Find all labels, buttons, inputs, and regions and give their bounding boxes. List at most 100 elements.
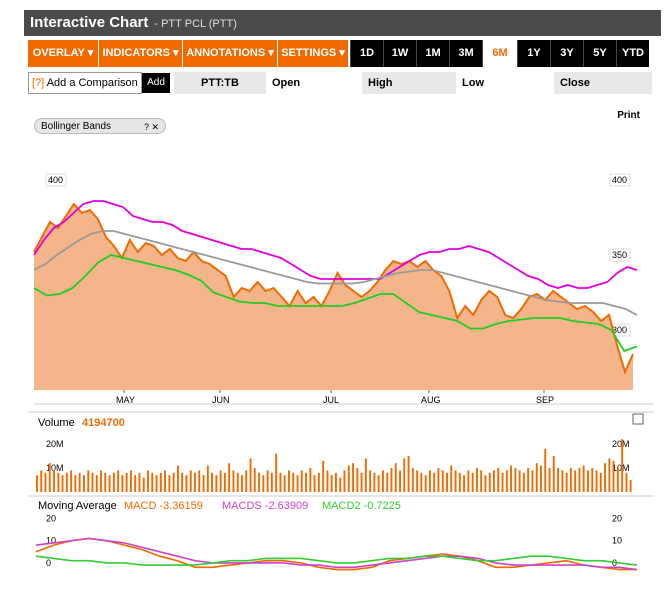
help-icon[interactable]: [?]	[32, 77, 45, 89]
range-1m-button[interactable]: 1M	[416, 40, 449, 67]
volume-bar	[48, 463, 51, 492]
page-subtitle: - PTT PCL (PTT)	[154, 18, 237, 30]
volume-bar	[625, 472, 628, 492]
volume-bar	[531, 470, 534, 492]
volume-bar	[403, 458, 406, 492]
volume-bar	[505, 470, 508, 492]
lower-band-line	[33, 254, 638, 353]
comparison-input[interactable]: [?] Add a Comparison	[28, 72, 142, 94]
volume-y-tick-left: 20M	[46, 439, 64, 449]
range-5y-button[interactable]: 5Y	[583, 40, 616, 67]
tag-controls-icon[interactable]: ? ✕	[143, 122, 159, 132]
volume-bar	[78, 472, 81, 492]
volume-bar	[258, 472, 260, 492]
macd-y-tick-right: 10	[612, 536, 622, 546]
volume-bar	[616, 468, 619, 492]
x-tick-label: JUN	[212, 395, 230, 405]
range-3m-button[interactable]: 3M	[449, 40, 482, 67]
volume-bar	[369, 470, 372, 492]
volume-bar	[548, 468, 551, 492]
volume-bar	[177, 465, 179, 492]
volume-bar	[591, 468, 594, 492]
volume-bar	[343, 470, 346, 492]
x-tick-label: MAY	[116, 395, 135, 405]
volume-bar	[467, 470, 470, 492]
volume-bar	[407, 456, 410, 492]
volume-bar	[356, 468, 359, 492]
volume-bar	[621, 439, 624, 492]
volume-bar	[527, 468, 530, 492]
volume-bar	[587, 470, 589, 492]
volume-bar	[608, 458, 611, 492]
volume-bar	[416, 470, 419, 492]
volume-bar	[215, 475, 218, 492]
volume-bar	[241, 475, 243, 492]
macd-legend-macds: MACDS -2.63909	[222, 500, 308, 512]
indicators-menu[interactable]: INDICATORS ▾	[99, 40, 183, 67]
print-link[interactable]: Print	[617, 110, 640, 121]
settings-menu[interactable]: SETTINGS ▾	[278, 40, 349, 67]
volume-bar	[40, 470, 43, 492]
volume-bar	[561, 470, 564, 492]
macd-title: Moving Average	[38, 500, 117, 512]
volume-bar	[595, 470, 598, 492]
volume-bar	[322, 460, 325, 492]
range-3y-button[interactable]: 3Y	[550, 40, 583, 67]
macd-legend-macd: MACD -3.36159	[124, 500, 203, 512]
low-label: Low	[462, 77, 484, 89]
quote-bar: [?] Add a Comparison Add PTT:TB Open Hig…	[28, 72, 661, 94]
volume-bar	[275, 453, 278, 492]
volume-bar	[219, 470, 222, 492]
range-ytd-button[interactable]: YTD	[616, 40, 649, 67]
macd-y-tick-left: 0	[46, 558, 51, 568]
volume-bar	[313, 475, 316, 492]
volume-bar	[540, 465, 542, 492]
range-1d-button[interactable]: 1D	[350, 40, 383, 67]
range-1w-button[interactable]: 1W	[383, 40, 416, 67]
y-tick-box-right	[609, 173, 631, 187]
overlay-menu[interactable]: OVERLAY ▾	[28, 40, 99, 67]
high-label: High	[362, 72, 456, 94]
range-6m-button[interactable]: 6M	[482, 40, 517, 67]
x-tick-label: JUL	[323, 395, 339, 405]
volume-bar	[569, 468, 572, 492]
volume-bar	[300, 470, 303, 492]
volume-bar	[604, 463, 606, 492]
volume-bar	[510, 465, 512, 492]
volume-bar	[36, 475, 38, 492]
volume-bar	[296, 475, 299, 492]
annotations-menu[interactable]: ANNOTATIONS ▾	[183, 40, 278, 67]
volume-bar	[117, 470, 120, 492]
range-1y-button[interactable]: 1Y	[517, 40, 550, 67]
add-comparison-button[interactable]: Add	[142, 73, 170, 93]
volume-bar	[44, 472, 47, 492]
comparison-label: Add a Comparison	[46, 77, 138, 89]
volume-bar	[172, 472, 175, 492]
toolbar: OVERLAY ▾ INDICATORS ▾ ANNOTATIONS ▾ SET…	[28, 40, 661, 67]
volume-bar	[249, 458, 252, 492]
volume-bar	[522, 472, 525, 492]
volume-close-icon	[632, 413, 644, 425]
volume-bar	[429, 470, 431, 492]
volume-bar	[518, 470, 521, 492]
volume-bar	[497, 468, 500, 492]
volume-bar	[339, 477, 342, 492]
volume-last-value: 4194700	[82, 417, 125, 429]
volume-bar	[288, 470, 290, 492]
volume-bar	[236, 472, 239, 492]
volume-bar	[390, 468, 393, 492]
volume-bar	[424, 475, 427, 492]
volume-bar	[360, 472, 363, 492]
volume-bar	[480, 470, 483, 492]
volume-bar	[206, 465, 209, 492]
page-title: Interactive Chart - PTT PCL (PTT)	[30, 14, 237, 31]
volume-bar	[476, 468, 478, 492]
volume-bar	[151, 472, 154, 492]
volume-bar	[565, 472, 568, 492]
volume-bar	[441, 470, 444, 492]
volume-bar	[386, 472, 389, 492]
volume-bar	[270, 472, 273, 492]
volume-bar	[352, 463, 354, 492]
volume-bar	[582, 465, 585, 492]
volume-bar	[100, 470, 102, 492]
